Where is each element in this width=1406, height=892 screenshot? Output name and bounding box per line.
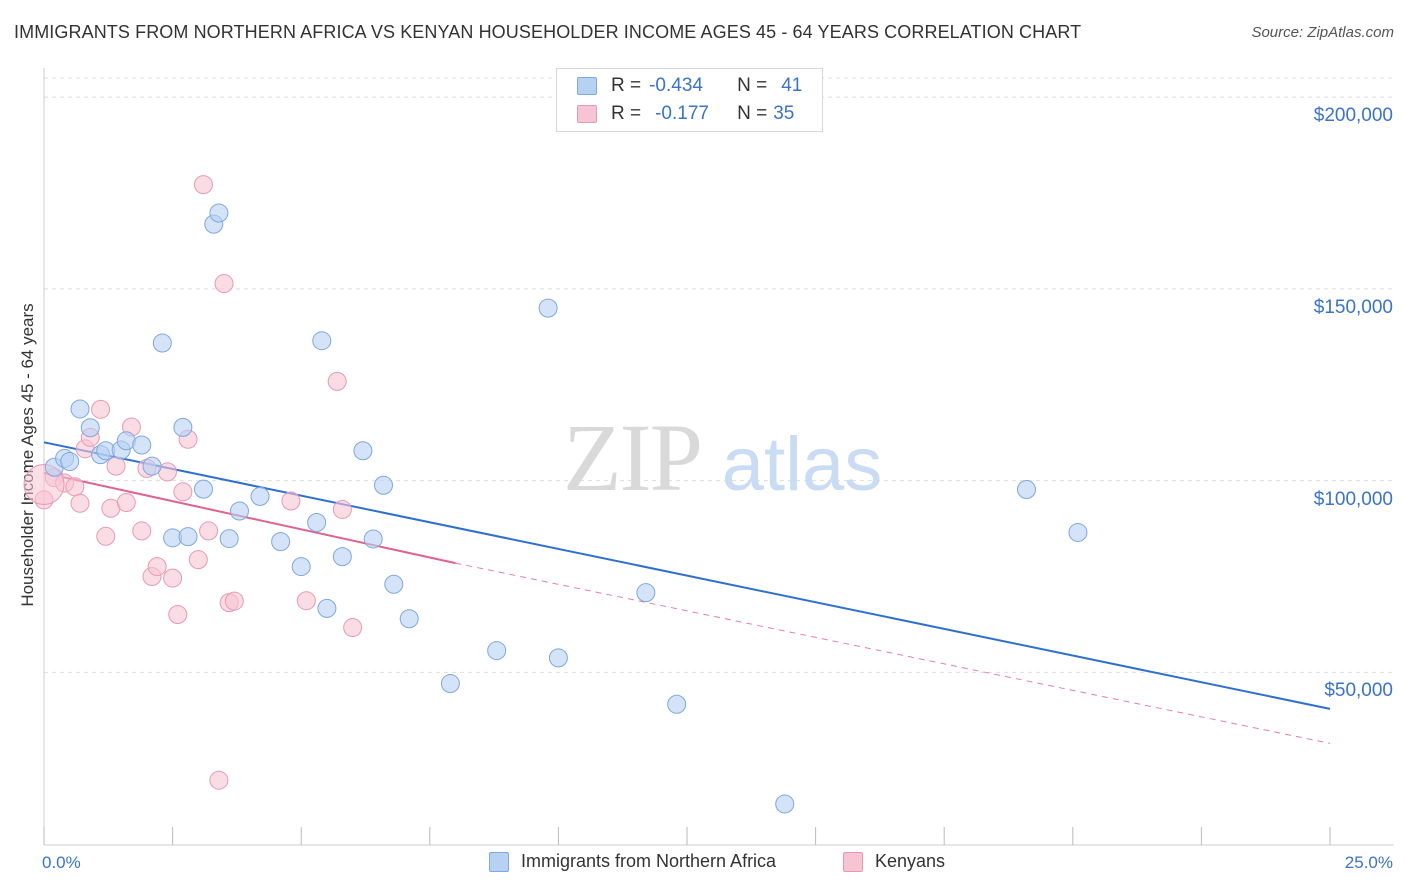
- data-point: [116, 493, 136, 513]
- data-point: [363, 529, 383, 549]
- y-tick-label: $150,000: [1313, 296, 1393, 318]
- r-value: -0.434: [649, 75, 703, 96]
- x-tick-label-max: 25.0%: [1344, 853, 1393, 872]
- series-legend: Immigrants from Northern Africa Kenyans: [0, 851, 1406, 877]
- legend-swatch-pink: [577, 105, 597, 123]
- data-point: [193, 479, 213, 499]
- legend-swatch-blue: [577, 77, 597, 95]
- data-point: [173, 482, 193, 502]
- axes: [43, 68, 1394, 846]
- y-tick-label: $200,000: [1313, 105, 1393, 127]
- watermark-atlas: atlas: [722, 422, 883, 507]
- r-label: R =: [611, 75, 642, 96]
- data-point: [224, 591, 244, 611]
- data-point: [70, 399, 90, 419]
- n-label: N =: [737, 75, 768, 96]
- data-point: [168, 605, 188, 625]
- chart-title: IMMIGRANTS FROM NORTHERN AFRICA VS KENYA…: [14, 22, 1082, 42]
- data-point: [312, 331, 332, 351]
- data-point: [775, 794, 795, 814]
- data-point: [281, 491, 301, 511]
- trend-lines: [43, 441, 1331, 744]
- data-point: [353, 441, 373, 461]
- data-point: [132, 435, 152, 455]
- n-label: N =: [737, 103, 768, 124]
- data-point: [60, 452, 80, 471]
- data-point: [96, 526, 116, 546]
- data-point: [214, 274, 234, 294]
- trend-line-immigrants: [43, 441, 1331, 710]
- watermark-zip: ZIP: [563, 404, 701, 511]
- n-value: 41: [781, 75, 803, 96]
- data-point: [147, 557, 167, 577]
- data-point: [1017, 479, 1037, 499]
- data-point: [152, 333, 172, 353]
- data-point: [343, 618, 363, 638]
- data-point: [317, 598, 337, 618]
- data-point: [70, 493, 90, 513]
- x-tick-label-min: 0.0%: [42, 853, 81, 872]
- data-point: [636, 583, 656, 603]
- data-point: [374, 475, 394, 495]
- data-point: [209, 770, 229, 790]
- data-point: [332, 547, 352, 567]
- data-point: [538, 298, 558, 318]
- data-point: [307, 512, 327, 532]
- watermark: ZIP atlas: [563, 404, 882, 511]
- data-point: [193, 175, 213, 195]
- data-point: [163, 568, 183, 588]
- data-point: [250, 486, 270, 506]
- trend-line-kenyans: [43, 472, 456, 565]
- data-point: [188, 550, 208, 570]
- data-point: [667, 694, 687, 714]
- series-immigrants-northern-africa: [44, 203, 1088, 814]
- legend-item-kenyans[interactable]: Kenyans: [843, 851, 945, 872]
- data-point: [440, 674, 460, 694]
- y-tick-label: $100,000: [1313, 488, 1393, 510]
- n-value: 35: [773, 103, 795, 124]
- data-point: [219, 529, 239, 549]
- data-point: [142, 456, 162, 476]
- legend-swatch-blue: [489, 851, 509, 872]
- legend-swatch-pink: [843, 851, 863, 872]
- data-point: [65, 477, 85, 497]
- legend-row-immigrants: R = -0.434 N = 41: [577, 72, 802, 100]
- data-point: [271, 532, 291, 552]
- data-point: [548, 648, 568, 668]
- legend-label: Immigrants from Northern Africa: [521, 851, 777, 871]
- data-point: [132, 521, 152, 541]
- data-point: [199, 521, 219, 541]
- data-point: [209, 203, 229, 223]
- grid-lines: [44, 77, 1394, 673]
- legend-row-kenyans: R = -0.177 N = 35: [577, 100, 794, 128]
- data-point: [106, 456, 126, 476]
- y-tick-label: $50,000: [1324, 680, 1393, 702]
- data-point: [173, 417, 193, 437]
- data-point: [487, 641, 507, 661]
- data-point: [229, 501, 249, 521]
- data-point: [80, 418, 100, 438]
- data-point: [1068, 522, 1088, 542]
- data-point: [399, 609, 419, 629]
- legend-label: Kenyans: [875, 851, 946, 871]
- source-label: Source: ZipAtlas.com: [1251, 24, 1394, 41]
- data-point: [332, 499, 352, 519]
- r-value: -0.177: [655, 103, 709, 124]
- data-point: [296, 591, 316, 611]
- data-point: [91, 399, 111, 419]
- correlation-legend: R = -0.434 N = 41 R = -0.177 N = 35: [556, 68, 823, 132]
- data-point: [384, 574, 404, 594]
- legend-item-immigrants[interactable]: Immigrants from Northern Africa: [489, 851, 776, 872]
- data-point: [291, 557, 311, 577]
- data-point: [178, 527, 198, 547]
- series-kenyans: [23, 175, 363, 790]
- r-label: R =: [611, 103, 642, 124]
- trend-line-kenyans-extended: [455, 562, 1331, 744]
- data-point: [327, 371, 347, 391]
